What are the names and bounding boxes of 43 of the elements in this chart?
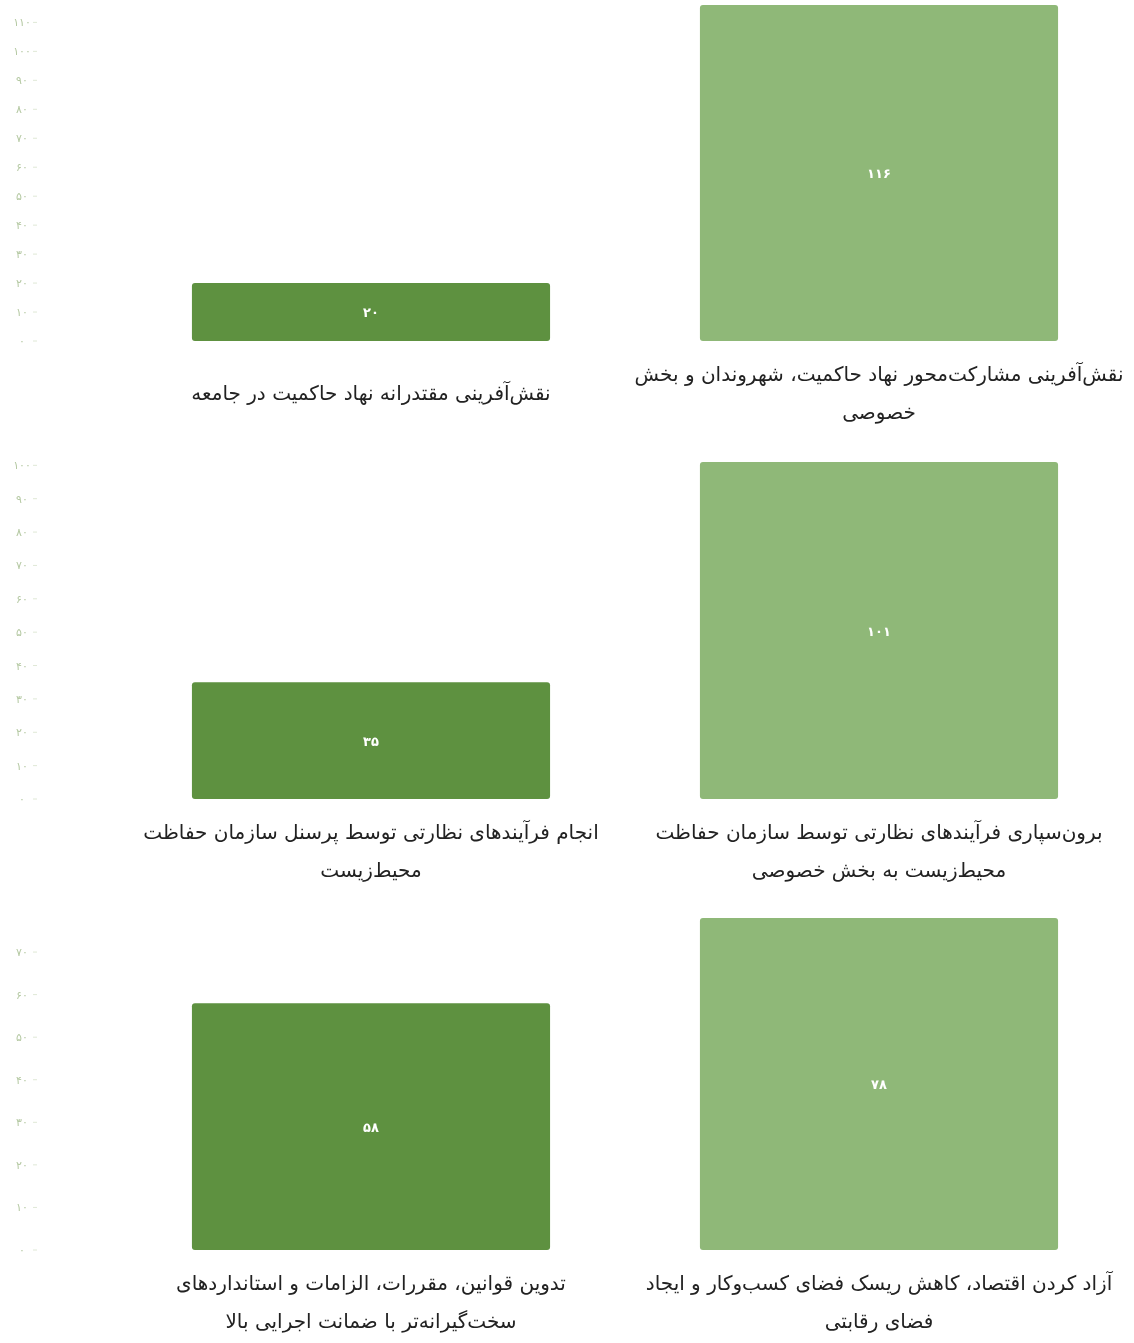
data-label: ۵۸ <box>363 1119 379 1135</box>
y-tick-label: ۷۰ <box>16 132 28 146</box>
y-tick-label: ۸۰ <box>16 526 28 540</box>
y-tick-label: ۰ <box>19 1244 25 1257</box>
y-tick-label: ۹۰ <box>16 492 28 506</box>
data-label: ۲۰ <box>363 305 379 321</box>
y-tick-label: ۱۱۰ <box>13 16 31 30</box>
x-tick-label: آزاد کردن اقتصاد، کاهش ریسک فضای کسب‌وکار و ایجاد فضای رقابتی <box>644 1270 1114 1335</box>
y-tick-label: ۰ <box>19 793 25 806</box>
y-tick-label: ۴۰ <box>16 659 28 673</box>
data-label: ۱۱۶ <box>867 166 891 181</box>
y-tick-label: ۰ <box>19 335 25 348</box>
y-tick-label: ۳۰ <box>16 692 28 706</box>
data-label: ۳۵ <box>363 733 379 749</box>
y-tick-label: ۵۰ <box>16 190 28 204</box>
y-tick-label: ۱۰۰ <box>13 45 31 59</box>
data-label: ۱۰۱ <box>867 623 891 639</box>
y-tick-label: ۱۰۰ <box>13 459 31 473</box>
y-tick-label: ۶۰ <box>16 161 28 175</box>
y-tick-label: ۲۰ <box>16 726 28 740</box>
y-tick-label: ۱۰ <box>16 759 28 773</box>
y-tick-label: ۲۰ <box>16 1158 28 1172</box>
y-tick-label: ۸۰ <box>16 103 28 117</box>
x-tick-label: نقش‌آفرینی مقتدرانه نهاد حاکمیت در جامعه <box>191 380 551 407</box>
y-tick-label: ۷۰ <box>16 559 28 573</box>
y-tick-label: ۴۰ <box>16 1073 28 1087</box>
y-tick-label: ۱۰ <box>16 306 28 320</box>
y-tick-label: ۵۰ <box>16 626 28 640</box>
y-tick-label: ۳۰ <box>16 1116 28 1130</box>
y-tick-label: ۳۰ <box>16 248 28 262</box>
y-tick-label: ۷۰ <box>16 946 28 960</box>
y-tick-label: ۶۰ <box>16 988 28 1002</box>
y-tick-label: ۱۰ <box>16 1201 28 1215</box>
y-tick-label: ۶۰ <box>16 592 28 606</box>
data-label: ۷۸ <box>871 1077 887 1092</box>
y-tick-label: ۴۰ <box>16 219 28 233</box>
x-tick-label: نقش‌آفرینی مشارکت‌محور نهاد حاکمیت، شهروندان و بخش خصوصی <box>634 361 1124 426</box>
y-tick-label: ۲۰ <box>16 277 28 291</box>
x-tick-label: برون‌سپاری فرآیندهای نظارتی توسط سازمان حفاظت محیط‌زیست به بخش خصوصی <box>654 819 1104 884</box>
y-tick-label: ۵۰ <box>16 1031 28 1045</box>
x-tick-label: تدوین قوانین، مقررات، الزامات و استانداردهای سخت‌گیرانه‌تر با ضمانت اجرایی بالا <box>175 1270 567 1335</box>
x-tick-label: انجام فرآیندهای نظارتی توسط پرسنل سازمان حفاظت محیط‌زیست <box>142 819 600 884</box>
y-tick-label: ۹۰ <box>16 74 28 88</box>
